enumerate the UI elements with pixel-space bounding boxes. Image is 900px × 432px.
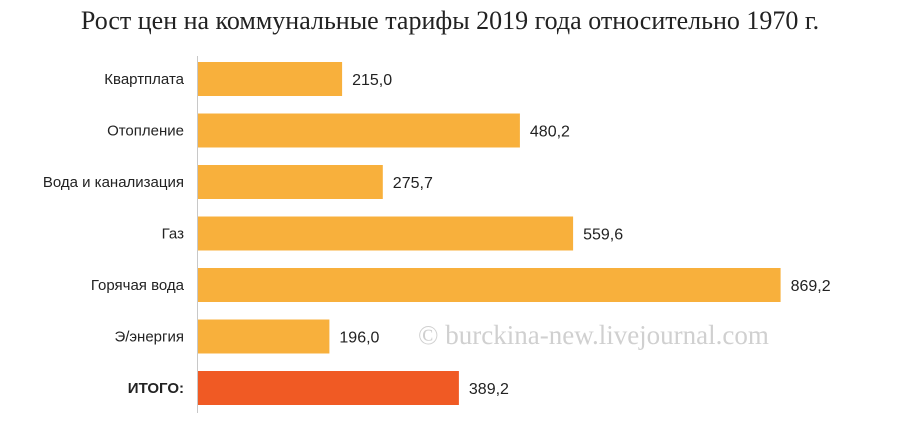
category-label-6: ИТОГО: — [128, 380, 184, 397]
bar-3 — [198, 216, 574, 251]
bar-1 — [198, 113, 520, 148]
category-label-1: Отопление — [107, 123, 184, 140]
value-label-2: 275,7 — [393, 175, 433, 192]
category-label-2: Вода и канализация — [43, 174, 184, 191]
chart-title: Рост цен на коммунальные тарифы 2019 год… — [80, 6, 820, 35]
bar-0 — [198, 62, 343, 96]
category-label-3: Газ — [162, 226, 184, 243]
value-label-5: 196,0 — [339, 330, 379, 347]
bars-group: Квартплата 215,0 Отопление 480,2 Вода и кана… — [43, 62, 831, 405]
category-label-4: Горячая вода — [91, 277, 185, 294]
watermark-text: © burckina-new.livejournal.com — [418, 320, 769, 350]
bar-5 — [198, 319, 330, 354]
value-label-3: 559,6 — [583, 227, 623, 244]
category-label-0: Квартплата — [104, 71, 184, 88]
category-label-5: Э/энергия — [114, 329, 184, 346]
value-label-0: 215,0 — [352, 72, 392, 89]
value-label-6: 389,2 — [469, 381, 509, 398]
bar-6 — [198, 371, 459, 405]
value-label-1: 480,2 — [530, 124, 570, 141]
bar-4 — [198, 268, 781, 302]
bar-2 — [198, 165, 383, 199]
value-label-4: 869,2 — [791, 278, 831, 295]
